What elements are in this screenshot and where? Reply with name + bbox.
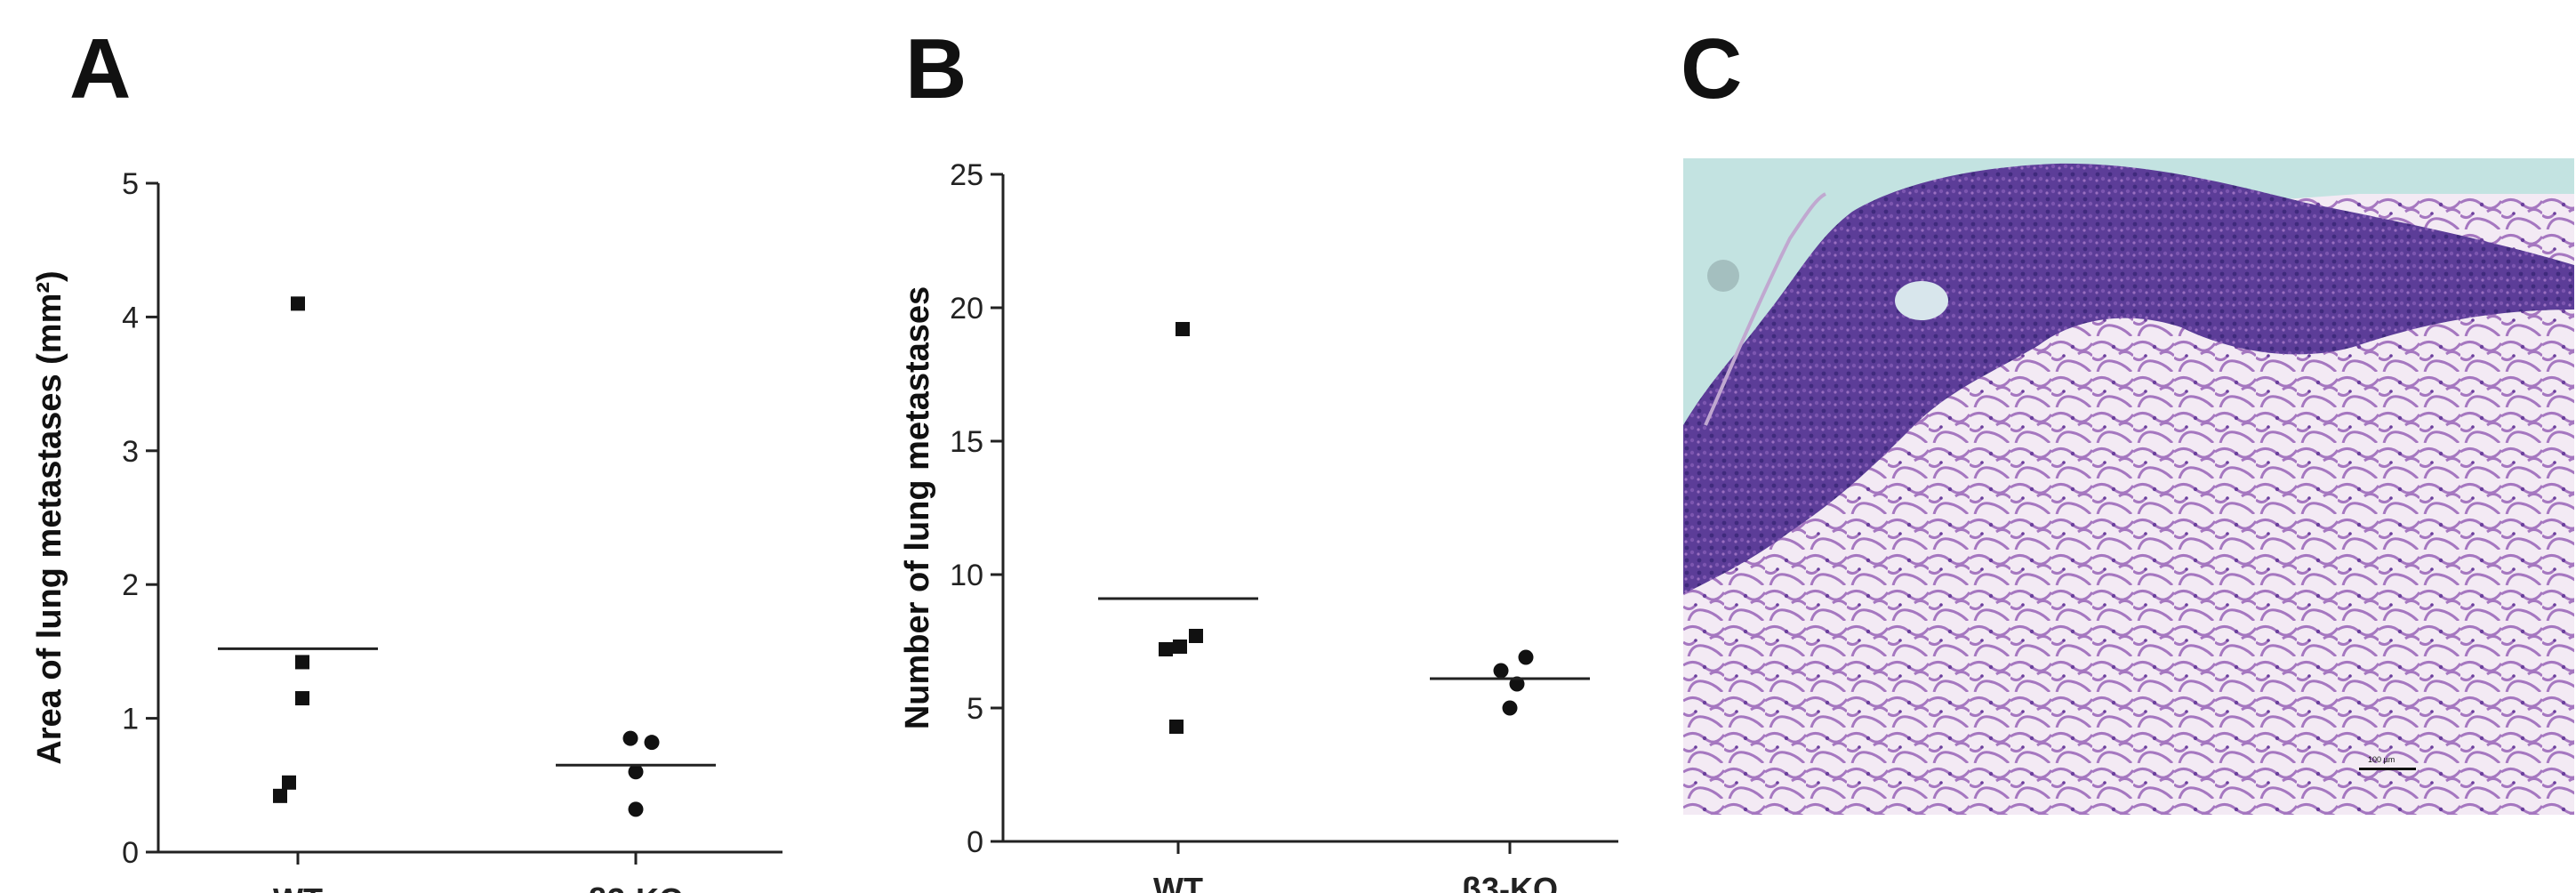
y-tick-label: 3 (122, 435, 139, 469)
panel-letter-b: B (905, 21, 967, 117)
y-axis-title: Number of lung metastases (899, 286, 936, 729)
y-tick-label: 25 (950, 158, 983, 192)
y-axis-title: Area of lung metastases (mm²) (31, 270, 68, 764)
data-point-square (295, 691, 309, 706)
data-point-circle (1502, 700, 1518, 716)
x-category-label: WT (273, 881, 323, 893)
x-category-label: β3-KO (1462, 871, 1558, 893)
chart-b: 0 5 10 15 20 25 Number of lung metastases WT β3-… (899, 158, 1618, 893)
panel-letter-a: A (69, 21, 132, 117)
y-tick-label: 10 (950, 559, 983, 592)
y-tick-label: 20 (950, 292, 983, 326)
data-point-square (291, 296, 305, 311)
chart-a: 0 1 2 3 4 5 Area of lung metastases (mm²) WT β3-… (31, 167, 782, 893)
scalebar-label: 100 µm (2368, 755, 2395, 764)
lung-micrograph: 100 µm (1683, 158, 2574, 815)
x-category-label: β3-KO (588, 881, 684, 893)
panel-letter-c: C (1681, 21, 1743, 117)
y-tick-label: 0 (122, 836, 139, 870)
data-point-circle (644, 735, 660, 751)
data-point-square (1159, 642, 1173, 656)
data-point-square (1173, 640, 1187, 654)
data-point-circle (1518, 649, 1534, 665)
data-point-square (273, 788, 287, 803)
data-point-square (1169, 720, 1184, 734)
data-point-circle (622, 730, 638, 746)
y-tick-label: 0 (967, 825, 983, 859)
data-point-square (1189, 629, 1203, 643)
y-tick-label: 1 (122, 703, 139, 736)
data-point-circle (628, 801, 644, 817)
data-point-square (1176, 322, 1190, 336)
y-tick-label: 4 (122, 301, 139, 334)
data-point-square (295, 655, 309, 670)
y-tick-label: 15 (950, 425, 983, 459)
tissue-image (1683, 158, 2574, 815)
y-tick-label: 5 (122, 167, 139, 201)
scalebar (2359, 768, 2416, 770)
data-point-square (282, 775, 296, 790)
y-tick-label: 5 (967, 692, 983, 726)
y-tick-label: 2 (122, 568, 139, 602)
data-point-circle (1509, 676, 1525, 692)
data-point-circle (628, 764, 644, 780)
data-point-circle (1493, 663, 1509, 679)
x-category-label: WT (1153, 871, 1203, 893)
